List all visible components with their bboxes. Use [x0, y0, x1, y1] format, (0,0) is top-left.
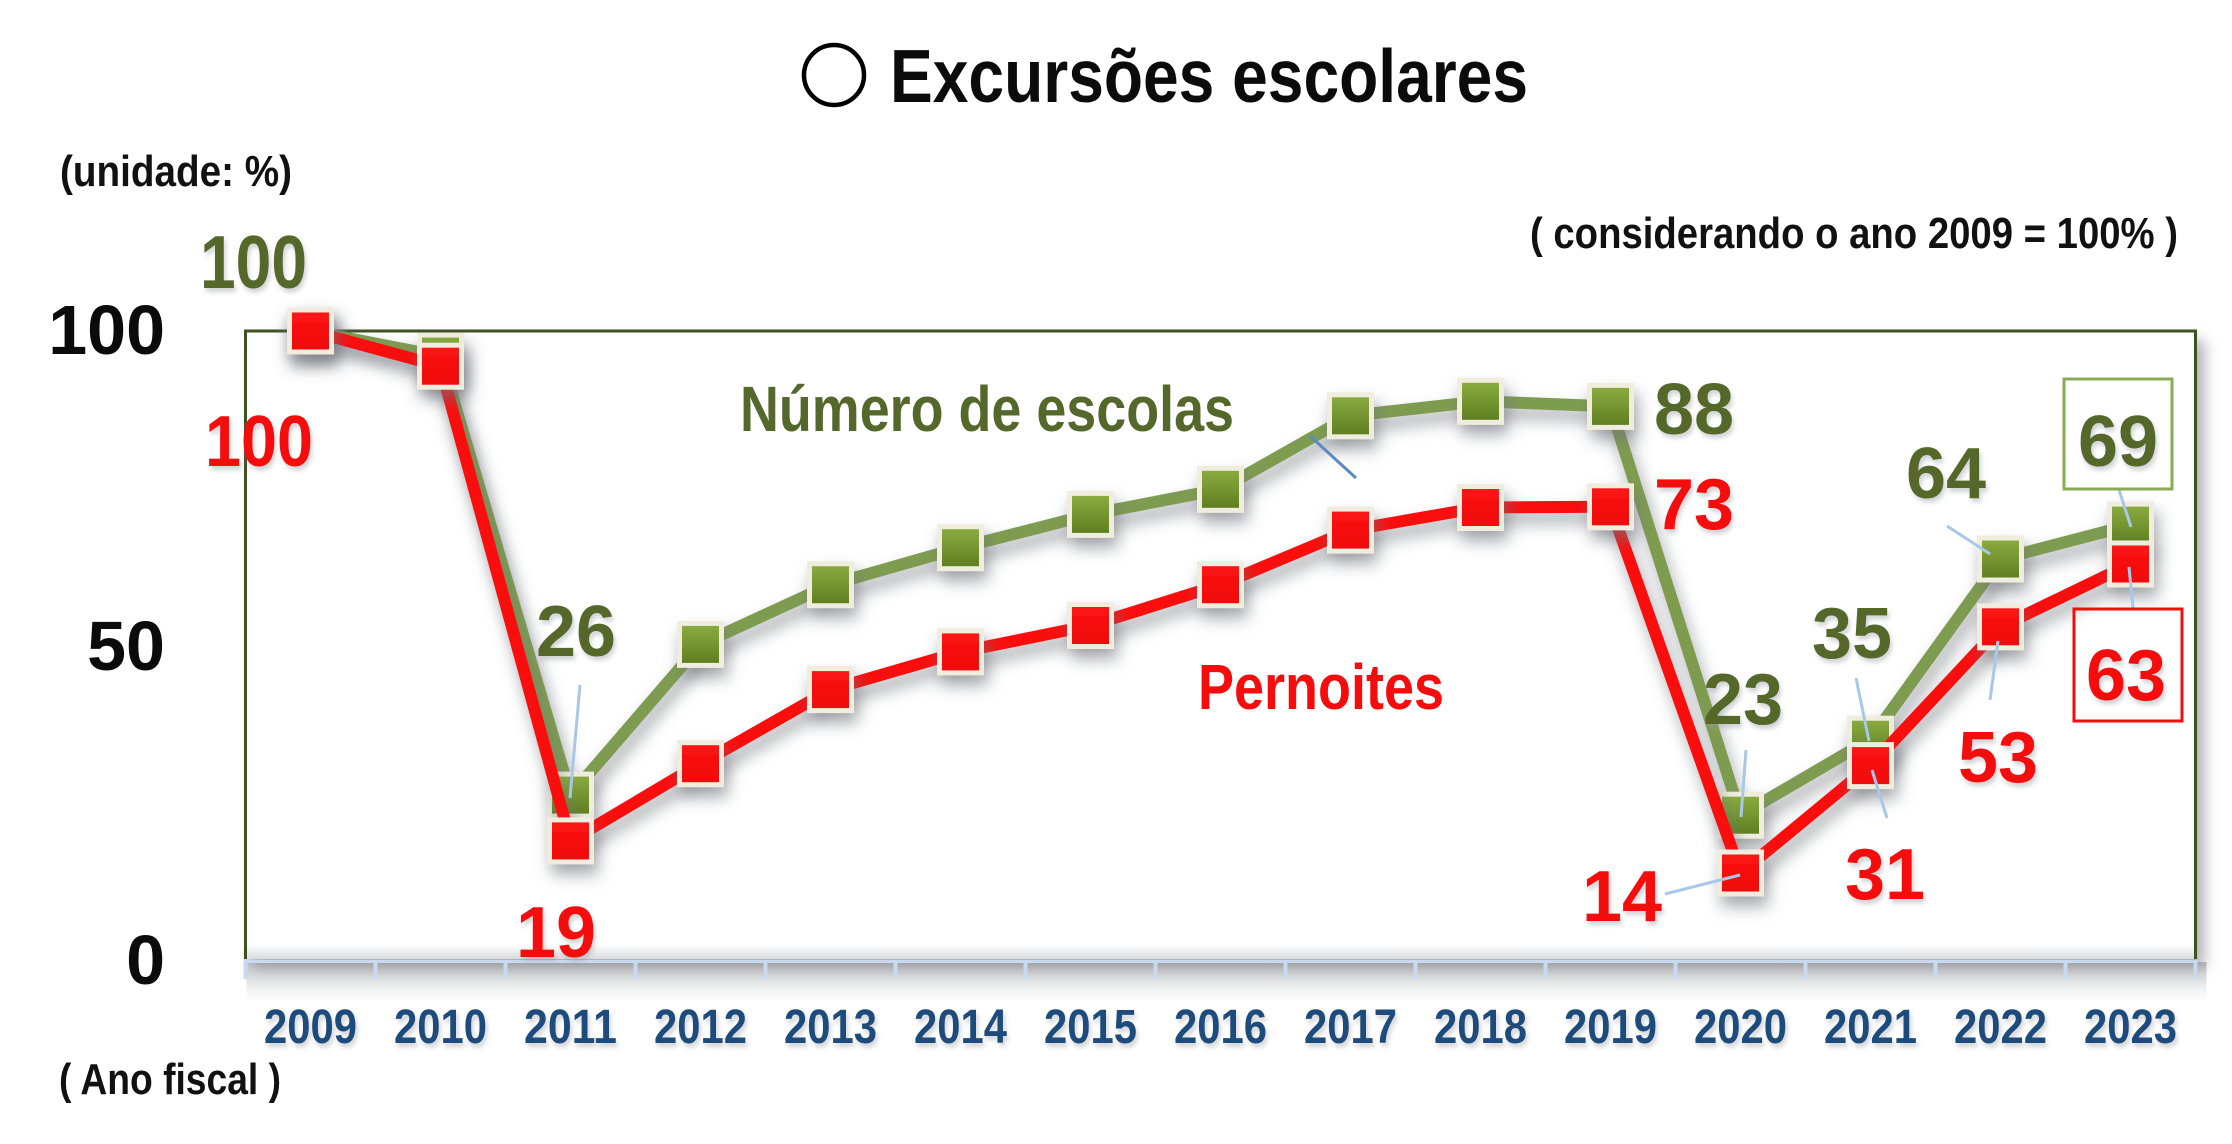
svg-text:( Ano fiscal ): ( Ano fiscal ) [59, 1055, 281, 1104]
svg-text:2013: 2013 [784, 1001, 877, 1054]
svg-text:63: 63 [2086, 636, 2166, 716]
svg-text:Número de escolas: Número de escolas [740, 373, 1234, 445]
svg-text:100: 100 [48, 291, 165, 369]
svg-text:69: 69 [2078, 402, 2158, 482]
svg-text:2009: 2009 [264, 1001, 357, 1054]
svg-text:(unidade: %): (unidade: %) [60, 147, 292, 196]
svg-text:0: 0 [126, 921, 165, 999]
svg-text:2020: 2020 [1694, 1001, 1787, 1054]
svg-text:19: 19 [516, 893, 596, 973]
svg-text:Pernoites: Pernoites [1198, 651, 1444, 723]
svg-text:Excursões escolares: Excursões escolares [890, 34, 1528, 118]
svg-text:53: 53 [1958, 718, 2038, 798]
svg-text:2014: 2014 [914, 1001, 1007, 1054]
svg-text:2015: 2015 [1044, 1001, 1137, 1054]
svg-text:14: 14 [1582, 857, 1662, 937]
svg-text:35: 35 [1812, 594, 1892, 674]
svg-text:73: 73 [1654, 465, 1734, 545]
svg-text:100: 100 [205, 402, 313, 482]
svg-text:88: 88 [1654, 370, 1734, 450]
svg-text:50: 50 [87, 607, 165, 685]
svg-text:2019: 2019 [1564, 1001, 1657, 1054]
svg-text:2023: 2023 [2084, 1001, 2177, 1054]
svg-text:2022: 2022 [1954, 1001, 2047, 1054]
svg-text:2017: 2017 [1304, 1001, 1397, 1054]
svg-text:2016: 2016 [1174, 1001, 1267, 1054]
svg-text:( considerando o ano 2009 = 10: ( considerando o ano 2009 = 100% ) [1530, 209, 2178, 258]
svg-text:2010: 2010 [394, 1001, 487, 1054]
svg-text:2018: 2018 [1434, 1001, 1527, 1054]
svg-text:100: 100 [200, 220, 307, 304]
svg-text:31: 31 [1845, 835, 1925, 915]
svg-text:26: 26 [536, 592, 616, 672]
svg-text:2011: 2011 [524, 1001, 617, 1054]
svg-text:64: 64 [1906, 434, 1986, 514]
svg-text:2021: 2021 [1824, 1001, 1917, 1054]
svg-text:23: 23 [1703, 660, 1783, 740]
svg-text:2012: 2012 [654, 1001, 747, 1054]
